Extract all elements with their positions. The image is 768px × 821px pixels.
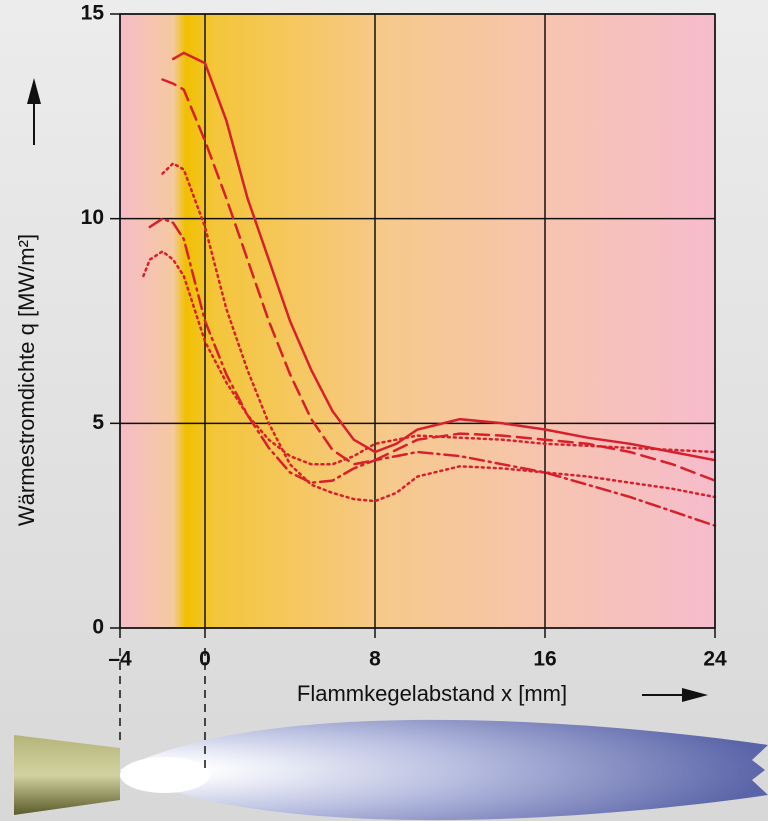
series-line — [161, 78, 717, 482]
x-tick-label: 8 — [369, 648, 381, 671]
plot-area — [120, 14, 715, 628]
y-tick-label: 10 — [81, 206, 104, 229]
plot-frame — [119, 13, 716, 629]
flame — [120, 719, 768, 821]
x-tick-label: 0 — [199, 648, 211, 671]
series-line — [148, 217, 717, 527]
series-line — [171, 51, 717, 462]
y-tick-label: 15 — [81, 2, 105, 25]
y-tick-label: 5 — [92, 411, 104, 434]
x-tick-label: –4 — [108, 648, 132, 671]
y-tick-label: 0 — [92, 616, 104, 639]
arrow-head — [27, 78, 41, 104]
x-tick-label: 24 — [703, 648, 727, 671]
series-line — [142, 249, 717, 466]
x-tick-label: 16 — [533, 648, 556, 671]
y-axis-label: Wärmestromdichte q [MW/m²] — [14, 234, 39, 526]
series-line — [161, 161, 717, 503]
arrow-head — [682, 688, 708, 702]
nozzle — [14, 735, 120, 815]
flame-core — [120, 757, 210, 793]
series-layer — [142, 51, 717, 527]
x-axis-label: Flammkegelabstand x [mm] — [297, 681, 567, 706]
